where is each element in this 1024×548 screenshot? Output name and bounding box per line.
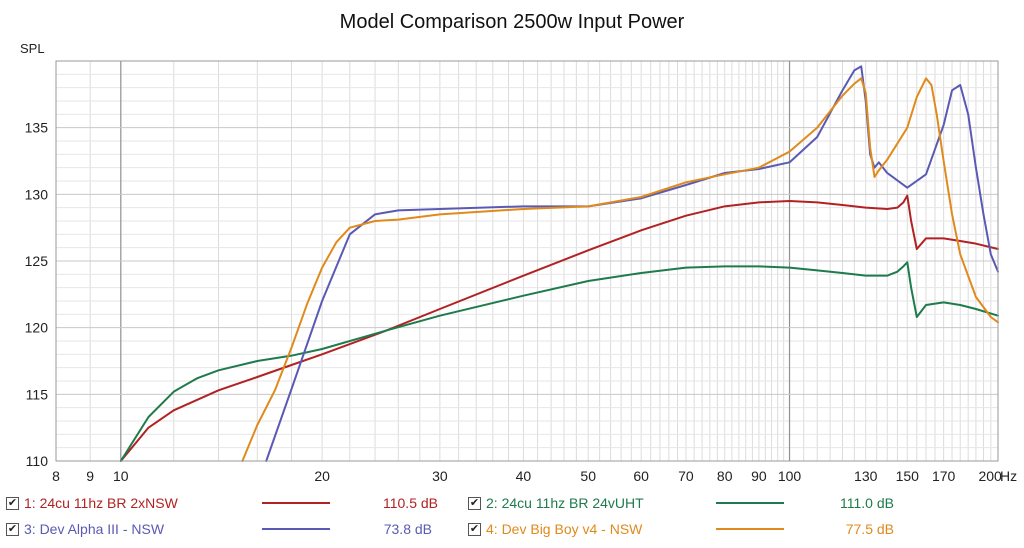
legend-checkbox[interactable]: ✔: [6, 523, 19, 536]
x-tick-label: 30: [432, 468, 448, 484]
y-tick-labels: 110 115 120 125 130 135: [25, 120, 49, 469]
legend-swatch: [716, 528, 784, 530]
x-tick-labels: 8 9 10 20 30 40 50 60 70 80 90 100 130 150 170 200: [52, 468, 1002, 484]
legend-value: 77.5 dB: [845, 521, 894, 537]
legend-item-2: ✔ 2: 24cu 11hz BR 24vUHT 111.0 dB: [468, 492, 1008, 514]
series-line-4: [241, 77, 999, 462]
legend-checkbox[interactable]: ✔: [6, 497, 19, 510]
x-tick-label: 10: [113, 468, 129, 484]
x-tick-label: 80: [717, 468, 733, 484]
x-tick-label: 150: [896, 468, 920, 484]
y-tick-label: 130: [25, 186, 49, 202]
legend: ✔ 1: 24cu 11hz BR 2xNSW 110.5 dB ✔ 2: 24…: [0, 488, 1024, 548]
legend-item-4: ✔ 4: Dev Big Boy v4 - NSW 77.5 dB: [468, 518, 1008, 540]
series-lines: [119, 65, 999, 462]
legend-value: 73.8 dB: [383, 521, 432, 537]
legend-swatch: [262, 528, 330, 530]
x-tick-label: 9: [86, 468, 94, 484]
x-tick-label: 100: [778, 468, 802, 484]
legend-label: 4: Dev Big Boy v4 - NSW: [486, 521, 643, 537]
legend-swatch: [262, 502, 330, 504]
y-tick-label: 120: [25, 320, 49, 336]
legend-value: 110.5 dB: [382, 495, 438, 511]
x-tick-label: 200: [978, 468, 1002, 484]
series-line-3: [265, 65, 999, 462]
x-tick-label: 50: [580, 468, 596, 484]
y-tick-label: 110: [26, 453, 49, 469]
x-tick-label: 130: [854, 468, 878, 484]
frequency-response-chart: Model Comparison 2500w Input Power SPL 1…: [20, 11, 1017, 484]
series-line-1: [119, 194, 999, 462]
y-axis-label: SPL: [20, 41, 45, 56]
x-tick-label: 40: [516, 468, 532, 484]
legend-label: 1: 24cu 11hz BR 2xNSW: [24, 495, 178, 511]
x-tick-label: 70: [678, 468, 694, 484]
x-axis-unit: Hz: [1000, 468, 1017, 484]
legend-checkbox[interactable]: ✔: [468, 523, 481, 536]
x-tick-label: 8: [52, 468, 60, 484]
y-tick-label: 115: [26, 386, 49, 402]
x-tick-label: 60: [633, 468, 649, 484]
chart-title: Model Comparison 2500w Input Power: [340, 11, 685, 33]
x-tick-label: 90: [751, 468, 767, 484]
legend-label: 3: Dev Alpha III - NSW: [24, 521, 165, 537]
plot-area-border: [55, 60, 999, 462]
series-line-2: [119, 261, 999, 462]
legend-item-3: ✔ 3: Dev Alpha III - NSW 73.8 dB: [6, 518, 466, 540]
legend-swatch: [716, 502, 784, 504]
x-tick-label: 170: [932, 468, 956, 484]
legend-item-1: ✔ 1: 24cu 11hz BR 2xNSW 110.5 dB: [6, 492, 466, 514]
x-tick-label: 20: [314, 468, 330, 484]
legend-value: 111.0 dB: [840, 495, 894, 511]
legend-label: 2: 24cu 11hz BR 24vUHT: [486, 495, 644, 511]
y-tick-label: 135: [25, 120, 49, 136]
legend-checkbox[interactable]: ✔: [468, 497, 481, 510]
y-tick-label: 125: [25, 253, 49, 269]
